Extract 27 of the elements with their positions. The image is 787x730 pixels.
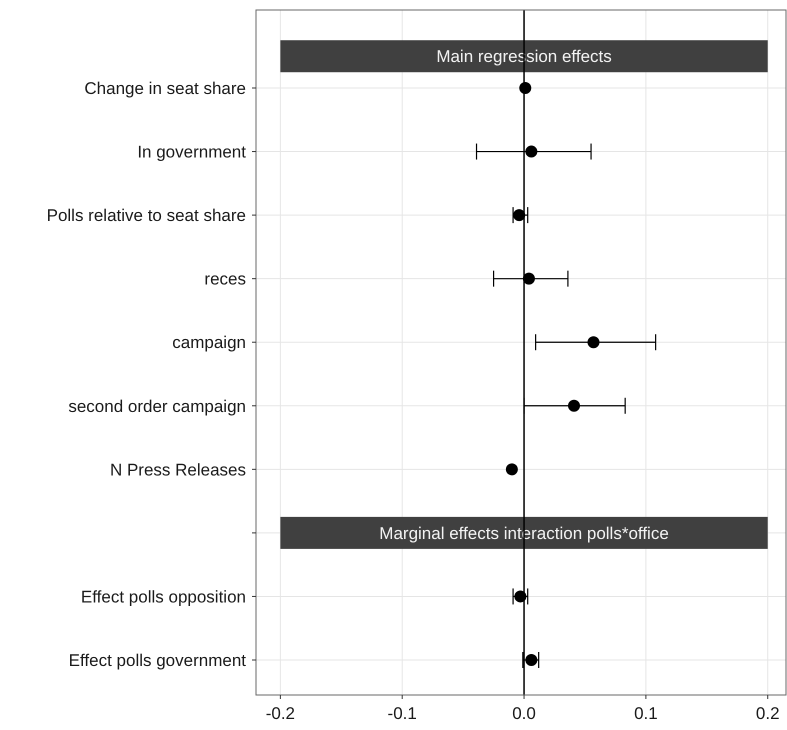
point: [587, 336, 600, 348]
point: [525, 146, 538, 158]
x-tick-label: -0.2: [266, 704, 296, 723]
y-tick-label: Change in seat share: [84, 79, 246, 98]
point: [519, 82, 532, 94]
y-tick-label: Polls relative to seat share: [46, 206, 246, 226]
point: [522, 272, 535, 285]
point: [506, 463, 518, 476]
y-tick-label: campaign: [172, 333, 246, 352]
point: [525, 654, 538, 666]
x-tick-label: 0.2: [756, 704, 780, 723]
point: [513, 209, 526, 222]
y-tick-label: N Press Releases: [110, 460, 246, 480]
y-tick-label: second order campaign: [68, 396, 246, 416]
annotation: Marginal effects interaction polls*office: [379, 524, 669, 543]
y-tick-label: Effect polls government: [68, 651, 246, 670]
heading-strip: Main regression effects: [280, 40, 768, 72]
x-tick-label: -0.1: [388, 704, 417, 723]
annotation: Main regression effects: [436, 47, 612, 66]
y-tick-label: In government: [137, 142, 246, 162]
y-tick-label: reces: [204, 270, 246, 289]
x-tick-label: 0.1: [634, 704, 658, 723]
point: [514, 590, 526, 602]
heading-strip: Marginal effects interaction polls*office: [280, 516, 768, 549]
x-tick-label: 0.0: [512, 704, 536, 723]
y-tick-label: Effect polls opposition: [80, 587, 246, 606]
point: [568, 400, 580, 412]
